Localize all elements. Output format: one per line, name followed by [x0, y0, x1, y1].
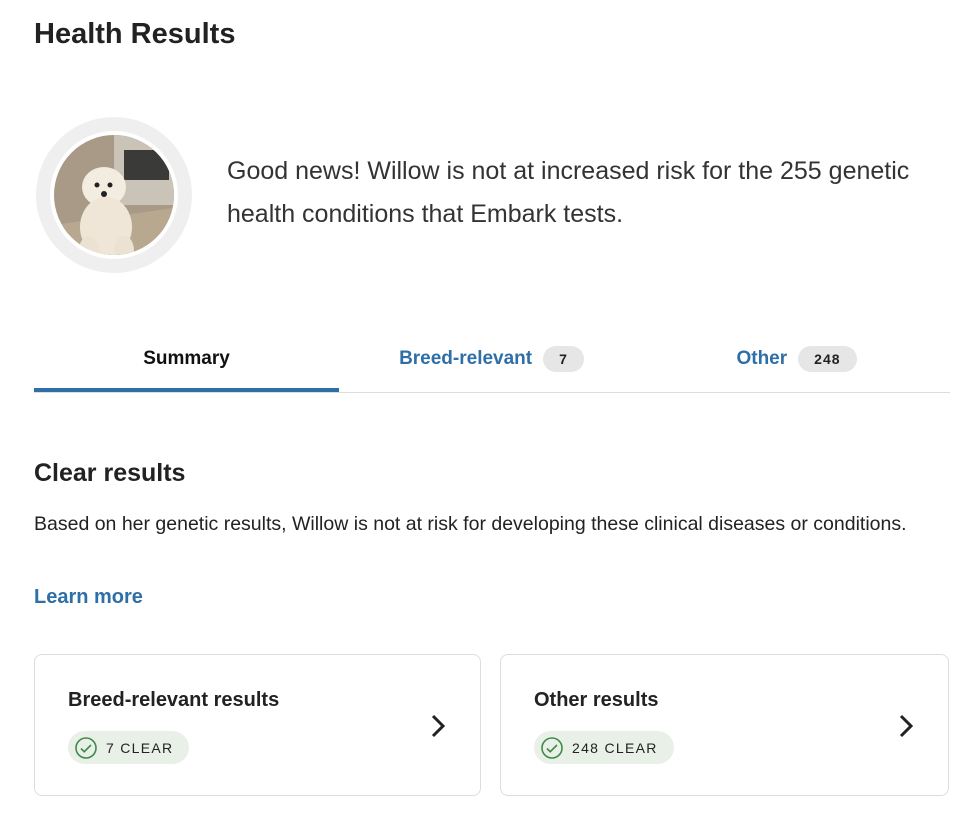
check-icon [75, 736, 97, 759]
card-title: Breed-relevant results [68, 689, 280, 711]
result-card[interactable]: Other results 248 CLEAR [500, 654, 949, 796]
tab[interactable]: Other 248 [644, 330, 949, 388]
summary-message: Good news! Willow is not at increased ri… [227, 157, 910, 228]
section-description: Based on her genetic results, Willow is … [34, 513, 907, 535]
tab-label: Other [736, 348, 788, 369]
dog-avatar [36, 117, 192, 273]
card-title: Other results [534, 689, 659, 711]
result-card[interactable]: Breed-relevant results 7 CLEAR [34, 654, 481, 796]
check-icon [541, 736, 563, 759]
tab[interactable]: Breed-relevant 7 [339, 330, 644, 388]
section-title: Clear results [34, 459, 186, 487]
chevron-icon [431, 714, 446, 738]
status-pill: 248 CLEAR [534, 731, 674, 764]
learn-more-link[interactable]: Learn more [34, 586, 143, 608]
status-text: 248 CLEAR [572, 739, 658, 756]
chevron-icon [899, 714, 914, 738]
tab-label: Summary [143, 348, 230, 369]
page-title: Health Results [34, 18, 236, 50]
tab-badge: 248 [798, 346, 857, 372]
tab-bar: Summary Breed-relevant 7 Other 248 [34, 330, 950, 393]
status-pill: 7 CLEAR [68, 731, 190, 764]
tab[interactable]: Summary [34, 330, 339, 392]
tab-label: Breed-relevant [399, 348, 533, 369]
status-text: 7 CLEAR [106, 739, 174, 756]
tab-badge: 7 [543, 346, 584, 372]
